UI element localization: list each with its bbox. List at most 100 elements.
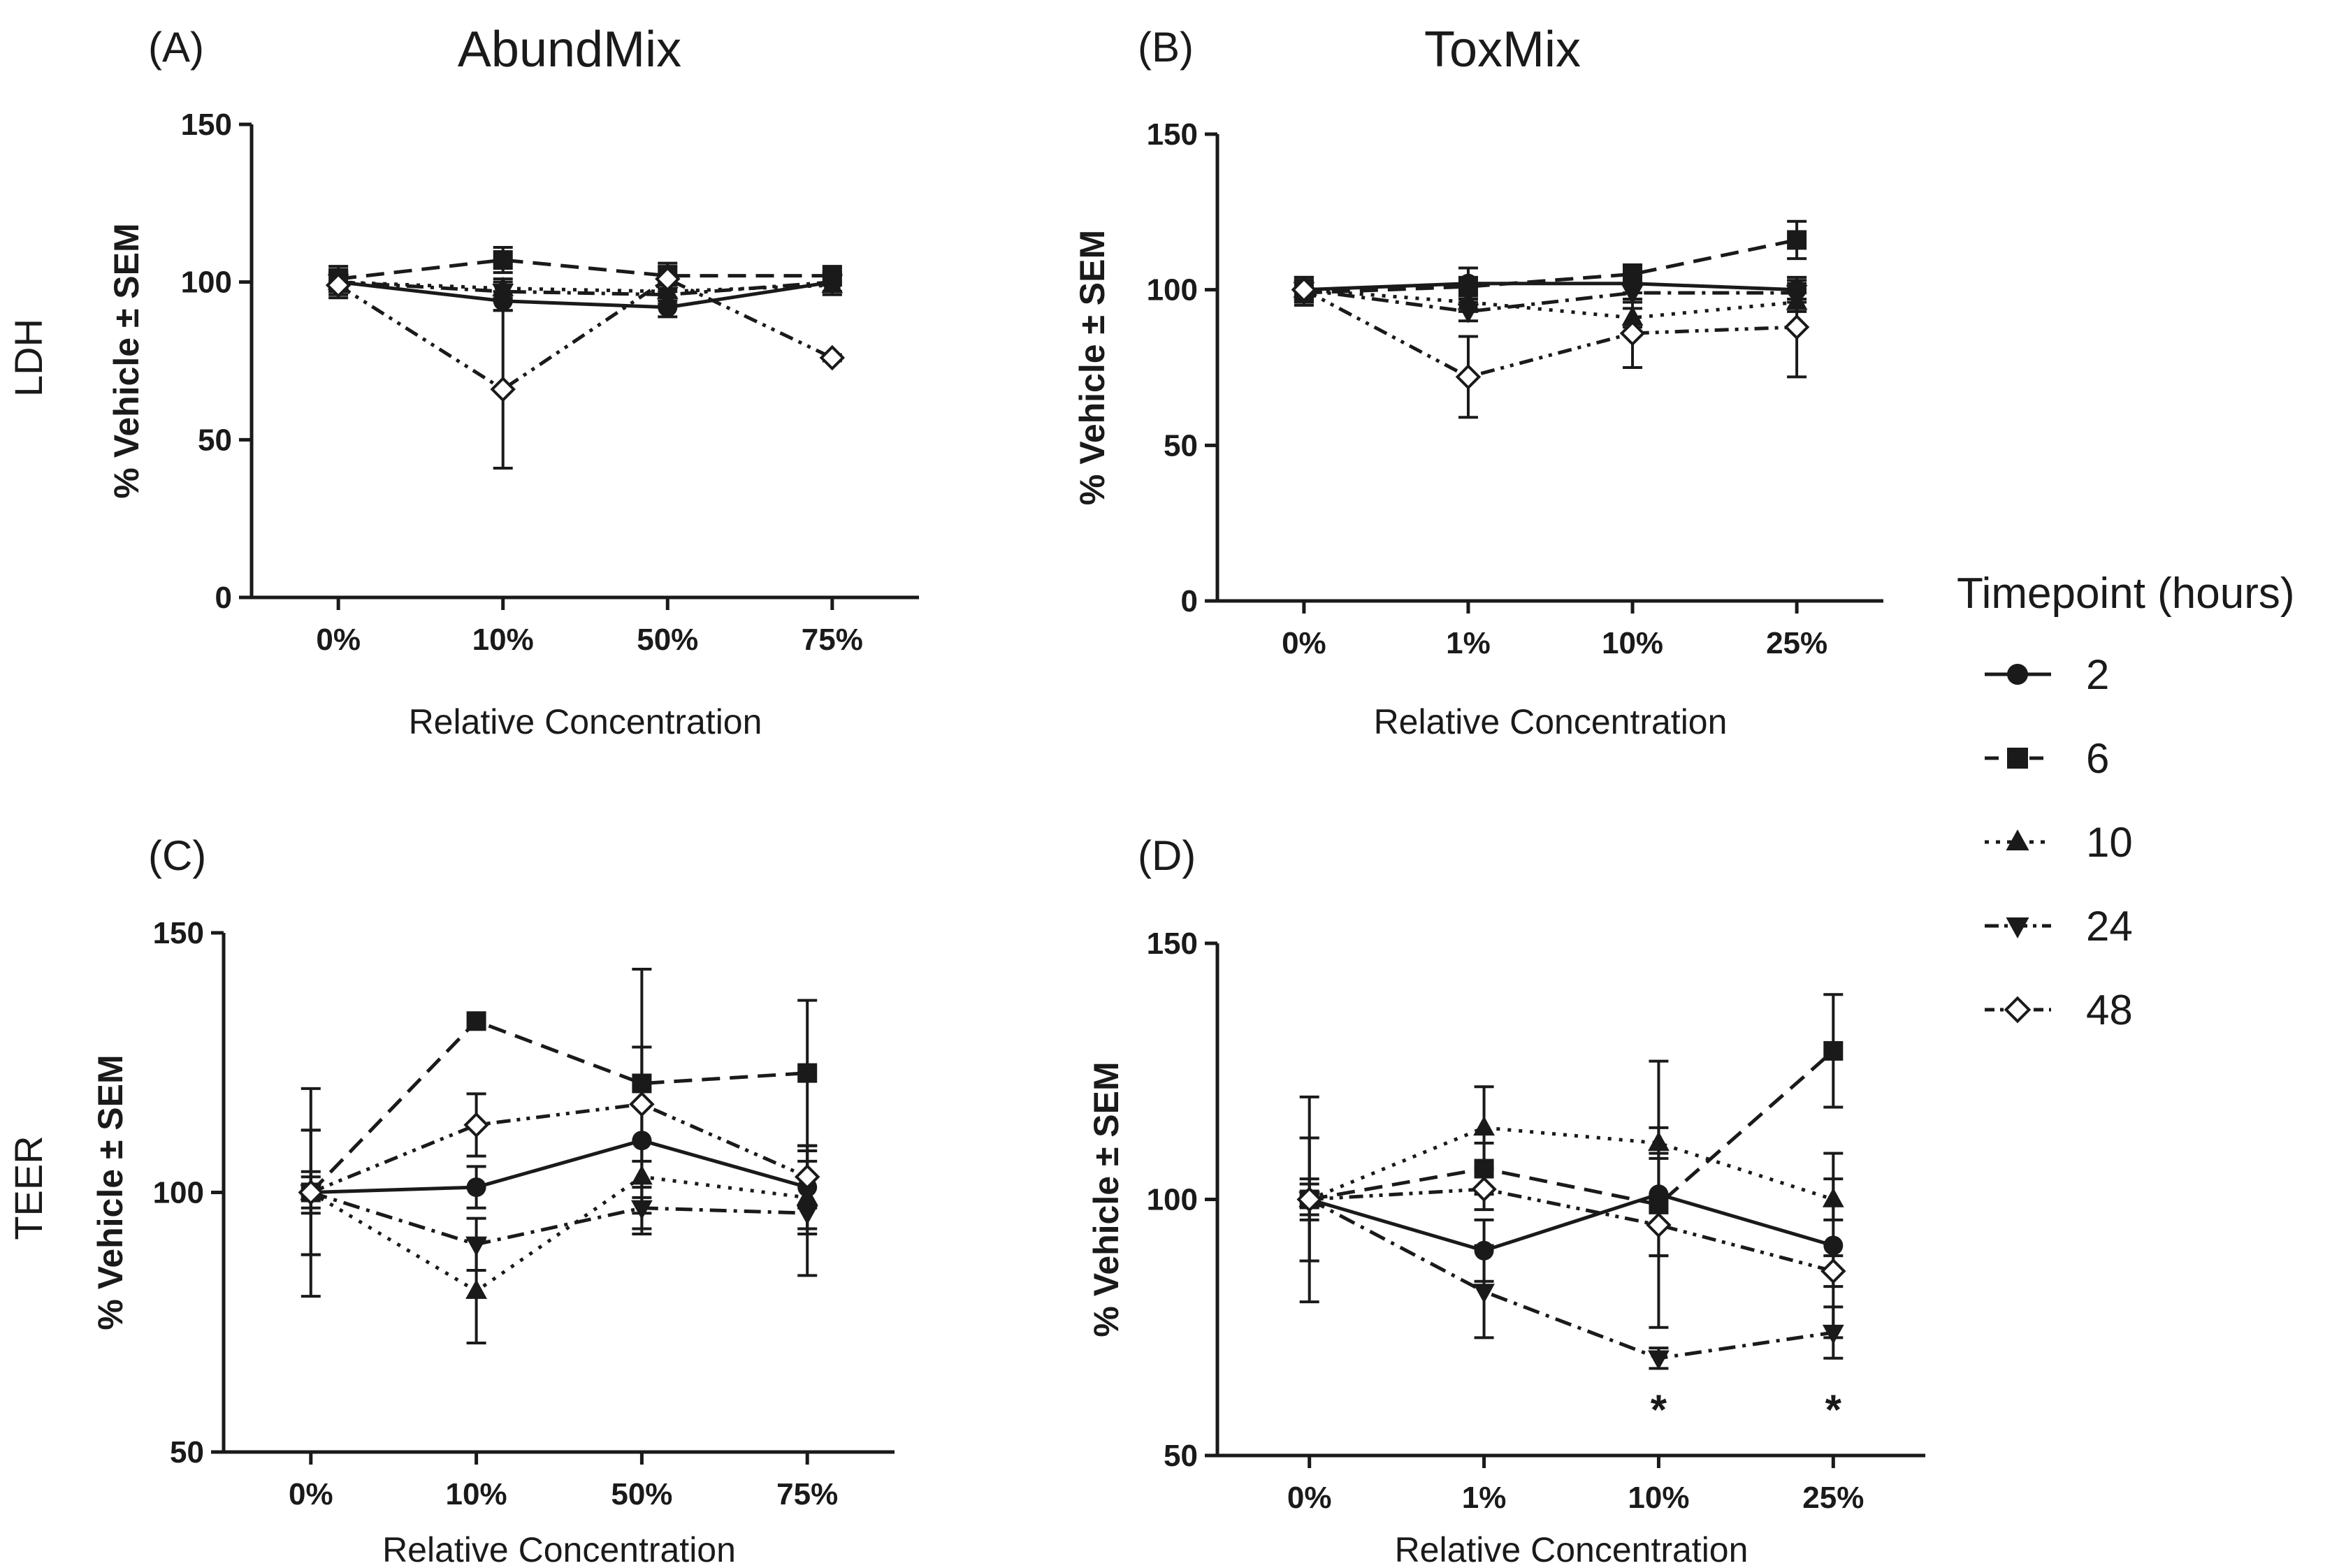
legend-marker (2006, 917, 2029, 938)
row-label-teer: TEER (6, 1135, 50, 1240)
legend-marker (2007, 748, 2028, 769)
panel-d-point (1646, 1212, 1672, 1238)
panel-d-series-10h (1298, 1085, 1844, 1263)
legend-label: 48 (2086, 987, 2133, 1033)
panel-d-point (1473, 1284, 1495, 1304)
panel-b-chart: (B) ToxMix 0 50 100 150 0% 1% 10% 25% Relative Con… (1073, 22, 1883, 741)
panel-a-x-tick-label: 50% (637, 623, 698, 657)
panel-c-x-tick-label: 0% (289, 1477, 333, 1511)
panel-c-point (465, 1279, 487, 1299)
panel-b-series-2h (1294, 266, 1807, 304)
panel-b-series-line (1303, 282, 1797, 292)
panel-d-chart: (D) 50 100 150 0% 1% 10% 25% Relative Concentrat… (1087, 832, 1925, 1568)
panel-a-y-tick-label: 0 (215, 581, 232, 615)
panel-b-x-tick-label: 1% (1446, 626, 1491, 660)
panel-b-x-tick-label: 0% (1282, 626, 1326, 660)
legend-label: 24 (2086, 903, 2133, 950)
panel-b-y-tick-label: 50 (1164, 428, 1198, 463)
panel-b-point (1457, 303, 1479, 324)
panel-b-series-line (1303, 288, 1797, 320)
panel-c-y-tick-label: 150 (153, 916, 204, 950)
panel-d-point (1823, 1235, 1844, 1256)
panel-b-point (1291, 277, 1317, 303)
panel-d-significance-star: * (1825, 1386, 1842, 1433)
panel-a-title: AbundMix (458, 22, 681, 78)
panel-b-y-axis-title: % Vehicle ± SEM (1073, 230, 1112, 505)
panel-a-x-tick-label: 75% (802, 623, 863, 657)
panel-d-point (1296, 1186, 1322, 1212)
panel-b-point (1623, 264, 1643, 284)
legend: Timepoint (hours) 2 6 10 24 48 (1957, 569, 2295, 1033)
panel-d-series-line (1309, 1187, 1834, 1273)
legend-item-48: 48 (1985, 987, 2133, 1033)
panel-b-y-tick-label: 0 (1181, 584, 1198, 618)
panel-d-y-axis-title: % Vehicle ± SEM (1087, 1061, 1126, 1337)
panel-b-label: (B) (1138, 24, 1194, 71)
legend-marker (2007, 664, 2028, 685)
legend-marker (2006, 829, 2029, 850)
panel-d-point (1648, 1131, 1670, 1152)
panel-c-series-line (310, 1191, 808, 1247)
panel-c-series-line (310, 1019, 808, 1194)
panel-c-series-48h (298, 1045, 820, 1210)
panel-b-point (1787, 230, 1807, 250)
panel-c-point (631, 1200, 653, 1220)
panel-c-series-line (310, 1175, 808, 1293)
panel-b-point (1455, 364, 1482, 390)
panel-c-point (629, 1091, 655, 1117)
panel-c-point (466, 1011, 486, 1031)
panel-d-x-tick-label: 1% (1462, 1481, 1507, 1515)
legend-item-2: 2 (1985, 651, 2109, 698)
panel-a-point (493, 250, 513, 270)
panel-c-point (465, 1236, 487, 1256)
panel-b-x-axis-title: Relative Concentration (1374, 702, 1728, 741)
panel-c-series-10h (300, 1128, 818, 1344)
panel-d-x-tick-label: 0% (1287, 1481, 1332, 1515)
panel-c-y-tick-label: 100 (153, 1176, 204, 1210)
panel-a-y-axis-title: % Vehicle ± SEM (107, 223, 146, 498)
panel-a-label: (A) (148, 24, 204, 71)
legend-title: Timepoint (hours) (1957, 569, 2295, 618)
panel-d-y-tick-label: 100 (1147, 1183, 1198, 1217)
panel-c-series-line (310, 1138, 808, 1194)
legend-label: 6 (2086, 735, 2109, 782)
panel-c-x-axis-title: Relative Concentration (382, 1530, 736, 1568)
panel-c-point (796, 1205, 818, 1226)
panel-b-series-6h (1294, 219, 1807, 307)
panel-b-point (1621, 284, 1644, 305)
panel-a-series-48h (325, 265, 846, 470)
panel-d-series-line (1308, 1192, 1834, 1253)
panel-d-point (1822, 1187, 1844, 1207)
panel-c-x-tick-label: 50% (611, 1477, 672, 1511)
panel-a-y-tick-label: 100 (181, 266, 232, 300)
panel-b-series-line (1303, 288, 1797, 314)
panel-b-series-line (1303, 288, 1797, 379)
panel-a-x-axis-title: Relative Concentration (409, 702, 762, 741)
panel-b-x-tick-label: 10% (1602, 626, 1663, 660)
panel-d-y-tick-label: 50 (1164, 1439, 1198, 1473)
legend-item-10: 10 (1985, 819, 2133, 866)
panel-a-point (490, 376, 516, 402)
panel-a-series-line (338, 258, 832, 281)
panel-a-y-tick-label: 50 (198, 423, 232, 457)
panel-c-point (466, 1177, 486, 1198)
panel-a-series-line (337, 277, 833, 391)
panel-a-point (492, 284, 514, 304)
panel-d-y-tick-label: 150 (1147, 927, 1198, 961)
panel-d-point (1471, 1176, 1497, 1203)
panel-b-x-tick-label: 25% (1766, 626, 1827, 660)
panel-b-y-tick-label: 150 (1147, 117, 1198, 152)
panel-d-point (1820, 1258, 1846, 1284)
panel-a-y-tick-label: 150 (181, 108, 232, 142)
panel-d-point (1822, 1324, 1844, 1344)
legend-item-24: 24 (1985, 903, 2133, 950)
panel-d-x-axis-title: Relative Concentration (1395, 1530, 1748, 1568)
panel-c-label: (C) (148, 832, 206, 879)
panel-a-series-line (338, 280, 833, 297)
panel-d-series-line (1309, 1050, 1834, 1207)
panel-d-series-48h (1296, 1167, 1846, 1288)
panel-a-point (325, 272, 352, 298)
legend-label: 10 (2086, 819, 2133, 866)
panel-b-point (1619, 320, 1646, 347)
panel-a-x-tick-label: 0% (316, 623, 361, 657)
